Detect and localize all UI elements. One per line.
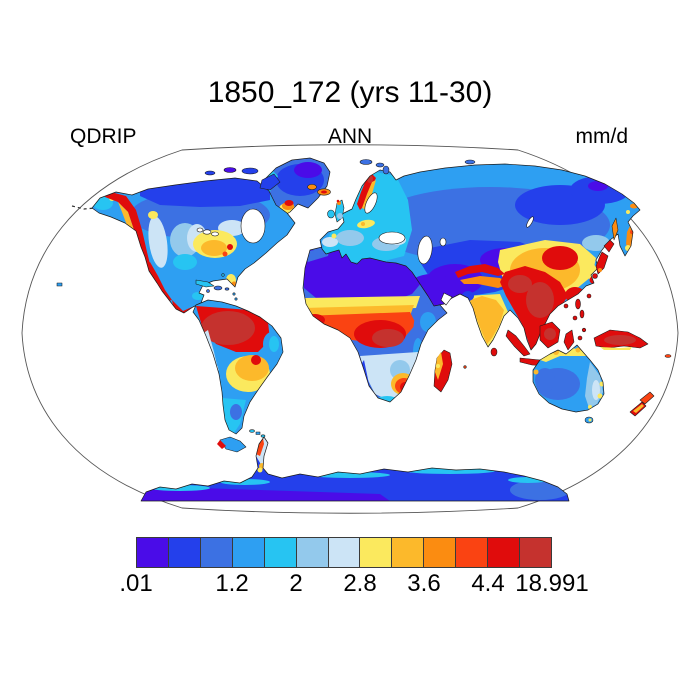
projection-outline (21, 144, 679, 514)
colorbar-tick-label: 3.6 (407, 570, 441, 597)
colorbar-box (391, 538, 424, 567)
aleutian-islands (71, 205, 96, 210)
colorbar-box (359, 538, 392, 567)
landmass-eurasia (319, 163, 641, 351)
philippines (575, 298, 581, 310)
colorbar-box (455, 538, 488, 567)
landmass-antarctica (140, 429, 570, 502)
variable-label: QDRIP (70, 125, 137, 148)
colorbar-box (167, 538, 200, 567)
arctic-islands (359, 159, 476, 175)
landmass-japan (490, 217, 619, 357)
colorbar-box (263, 538, 296, 567)
sumatra (505, 329, 531, 357)
colorbar-box (295, 538, 328, 567)
plot-title: 1850_172 (yrs 11-30) (207, 76, 493, 109)
sri-lanka (490, 347, 498, 357)
great-lakes (202, 229, 212, 235)
season-label: ANN (327, 125, 373, 148)
colorbar-box (327, 538, 360, 567)
colorbar-box (137, 538, 168, 567)
aral-sea (439, 237, 447, 247)
hawaii (56, 282, 63, 287)
colorbar (136, 537, 552, 568)
landmass-british-isles (327, 199, 345, 223)
colorbar-box (199, 538, 232, 567)
colorbar-box (423, 538, 456, 567)
persian-gulf (440, 292, 453, 306)
caspian-sea (417, 235, 433, 265)
colorbar-box (519, 538, 551, 567)
colorbar-tick-label: 2.8 (343, 570, 377, 597)
landmass-south-america (192, 299, 284, 453)
colorbar-labels: .01 1.2 2 2.8 3.6 4.4 18.991 (119, 570, 588, 600)
mauritius (463, 365, 467, 369)
units-label: mm/d (575, 125, 629, 148)
colorbar-tick-label: 18.991 (515, 570, 589, 597)
colorbar-tick-label: .01 (119, 570, 153, 597)
sakhalin (611, 217, 619, 241)
baltic-sea (364, 192, 378, 214)
caribbean-islands (195, 273, 238, 301)
south-georgia (249, 429, 255, 433)
sulawesi (563, 329, 575, 351)
colorbar-box (231, 538, 264, 567)
lake-baikal (526, 216, 534, 228)
taiwan (586, 293, 592, 299)
fiji (664, 354, 672, 358)
colorbar-tick-label: 4.4 (471, 570, 505, 597)
baffin-island (259, 173, 281, 191)
colorbar-box (487, 538, 520, 567)
tierra-del-fuego (217, 431, 261, 453)
colorbar-tick-label: 1.2 (215, 570, 249, 597)
landmass-madagascar (433, 349, 467, 393)
falkland-islands (255, 431, 261, 435)
new-zealand (629, 391, 655, 417)
novaya-zemlya (382, 165, 390, 175)
landmass-iceland (307, 184, 331, 196)
black-sea (378, 231, 406, 245)
landmass-north-america (56, 167, 296, 314)
maritime-continent (505, 321, 672, 367)
hainan (563, 303, 569, 309)
landmass-australia (532, 344, 655, 424)
hudson-bay (240, 208, 266, 244)
colorbar-tick-label: 2 (289, 570, 303, 597)
